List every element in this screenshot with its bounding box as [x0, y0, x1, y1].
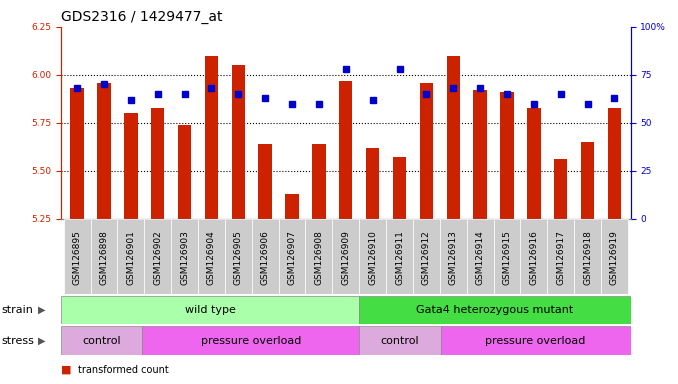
- Bar: [178, 125, 191, 219]
- Bar: [117, 219, 144, 294]
- Bar: [500, 92, 514, 219]
- Text: wild type: wild type: [184, 305, 236, 315]
- Bar: [151, 108, 165, 219]
- Bar: [574, 219, 601, 294]
- Text: GSM126906: GSM126906: [260, 230, 270, 285]
- Text: GSM126916: GSM126916: [530, 230, 538, 285]
- Text: pressure overload: pressure overload: [485, 336, 586, 346]
- Bar: [225, 219, 252, 294]
- Text: GSM126910: GSM126910: [368, 230, 377, 285]
- Bar: [279, 219, 306, 294]
- Bar: [359, 296, 631, 324]
- Bar: [466, 219, 494, 294]
- Text: GSM126911: GSM126911: [395, 230, 404, 285]
- Bar: [527, 108, 540, 219]
- Text: ▶: ▶: [38, 305, 46, 315]
- Text: ■: ■: [61, 365, 71, 375]
- Bar: [91, 219, 117, 294]
- Text: GSM126903: GSM126903: [180, 230, 189, 285]
- Bar: [285, 194, 299, 219]
- Bar: [171, 219, 198, 294]
- Bar: [413, 219, 440, 294]
- Text: GSM126915: GSM126915: [502, 230, 511, 285]
- Bar: [124, 113, 138, 219]
- Bar: [64, 219, 91, 294]
- Text: GSM126919: GSM126919: [610, 230, 619, 285]
- Bar: [306, 219, 332, 294]
- Text: Gata4 heterozygous mutant: Gata4 heterozygous mutant: [416, 305, 574, 315]
- Bar: [144, 219, 171, 294]
- Text: GSM126898: GSM126898: [100, 230, 108, 285]
- Bar: [581, 142, 595, 219]
- Text: GSM126902: GSM126902: [153, 230, 162, 285]
- Text: GSM126912: GSM126912: [422, 230, 431, 285]
- Text: GSM126895: GSM126895: [73, 230, 81, 285]
- Bar: [258, 144, 272, 219]
- Text: GSM126914: GSM126914: [475, 230, 485, 285]
- Bar: [521, 219, 547, 294]
- Bar: [547, 219, 574, 294]
- Bar: [386, 219, 413, 294]
- Text: strain: strain: [1, 305, 33, 315]
- Text: GSM126901: GSM126901: [126, 230, 136, 285]
- Bar: [447, 56, 460, 219]
- Text: control: control: [83, 336, 121, 346]
- Bar: [441, 326, 631, 355]
- Bar: [97, 83, 111, 219]
- Bar: [205, 56, 218, 219]
- Bar: [393, 157, 406, 219]
- Text: GSM126918: GSM126918: [583, 230, 592, 285]
- Text: stress: stress: [1, 336, 34, 346]
- Text: pressure overload: pressure overload: [201, 336, 301, 346]
- Bar: [252, 219, 279, 294]
- Text: GSM126913: GSM126913: [449, 230, 458, 285]
- Text: GSM126904: GSM126904: [207, 230, 216, 285]
- Bar: [440, 219, 466, 294]
- Bar: [232, 65, 245, 219]
- Text: GSM126908: GSM126908: [315, 230, 323, 285]
- Bar: [601, 219, 628, 294]
- Text: GSM126909: GSM126909: [341, 230, 351, 285]
- Text: GSM126917: GSM126917: [556, 230, 565, 285]
- Text: GSM126905: GSM126905: [234, 230, 243, 285]
- Bar: [359, 326, 441, 355]
- Bar: [142, 326, 359, 355]
- Text: GSM126907: GSM126907: [287, 230, 296, 285]
- Bar: [494, 219, 521, 294]
- Bar: [366, 148, 380, 219]
- Text: GDS2316 / 1429477_at: GDS2316 / 1429477_at: [61, 10, 222, 25]
- Text: control: control: [381, 336, 419, 346]
- Bar: [61, 326, 142, 355]
- Bar: [61, 296, 359, 324]
- Text: transformed count: transformed count: [78, 365, 169, 375]
- Bar: [607, 108, 621, 219]
- Bar: [359, 219, 386, 294]
- Bar: [312, 144, 325, 219]
- Bar: [339, 81, 353, 219]
- Bar: [420, 83, 433, 219]
- Bar: [71, 88, 84, 219]
- Bar: [332, 219, 359, 294]
- Text: ▶: ▶: [38, 336, 46, 346]
- Bar: [473, 90, 487, 219]
- Bar: [198, 219, 225, 294]
- Bar: [554, 159, 567, 219]
